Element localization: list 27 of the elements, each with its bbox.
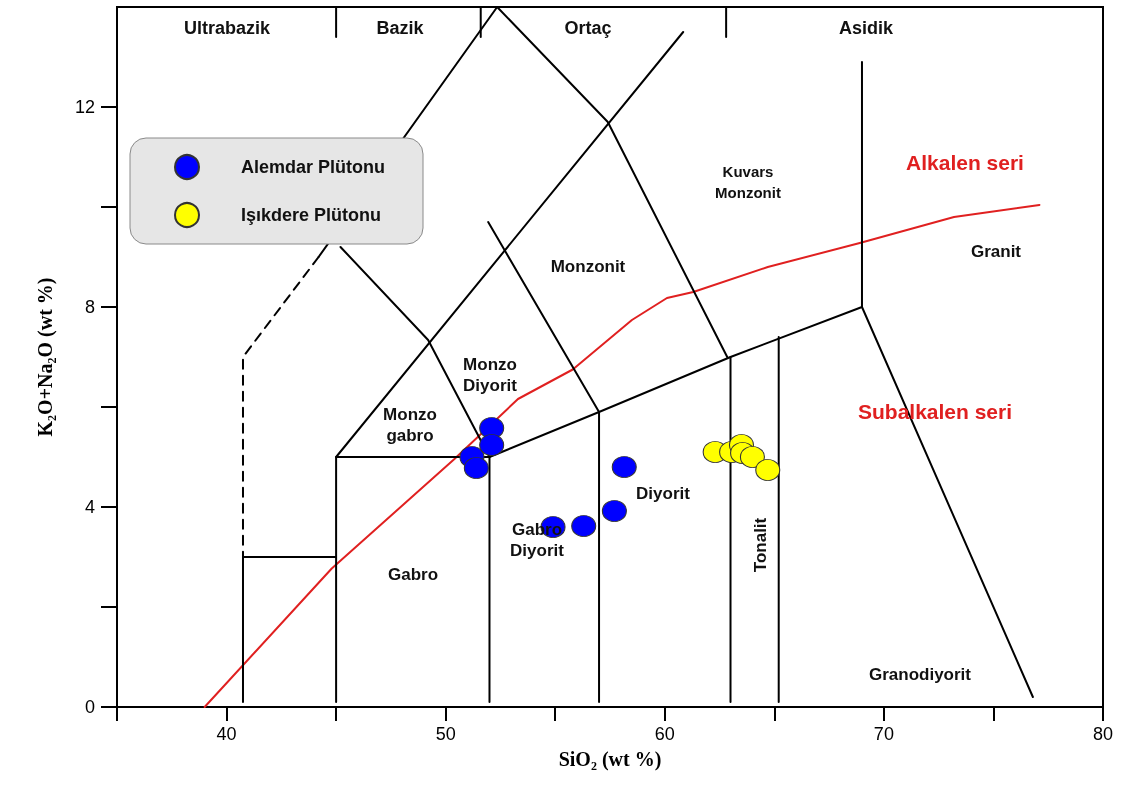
annotation: Asidik	[838, 18, 894, 38]
legend-label: Alemdar Plütonu	[241, 157, 386, 177]
annotation: Monzo Diyorit	[463, 355, 518, 395]
x-tick-label: 40	[216, 724, 237, 744]
x-tick-label: 60	[654, 724, 675, 744]
annotation: Gabro	[387, 564, 439, 584]
annotation: Alkalen seri	[906, 150, 1024, 174]
y-tick-label: 8	[84, 297, 95, 317]
y-tick-label: 0	[84, 697, 95, 717]
y-tick-label: 12	[74, 97, 95, 117]
annotation: Ortaç	[564, 18, 612, 38]
annotation: Granit	[970, 241, 1022, 261]
annotation: Monzonit	[550, 256, 626, 276]
annotation: Tonalit	[750, 517, 770, 573]
annotation: Bazik	[376, 18, 425, 38]
y-axis-title: K₂O+Na₂O (wt %)	[34, 277, 57, 437]
x-tick-label: 80	[1092, 724, 1114, 744]
annotation: Granodiyorit	[868, 664, 972, 684]
x-tick-label: 50	[435, 724, 456, 744]
y-tick-label: 4	[84, 497, 95, 517]
x-tick-label: 70	[873, 724, 894, 744]
annotation: Ultrabazik	[183, 18, 271, 38]
legend-label: Işıkdere Plütonu	[241, 205, 382, 225]
annotation: Monzo gabro	[383, 405, 437, 445]
x-axis-title: SiO₂ (wt %)	[558, 748, 662, 771]
annotation: Kuvars Monzonit	[715, 163, 781, 201]
annotation: Diyorit	[636, 483, 691, 503]
